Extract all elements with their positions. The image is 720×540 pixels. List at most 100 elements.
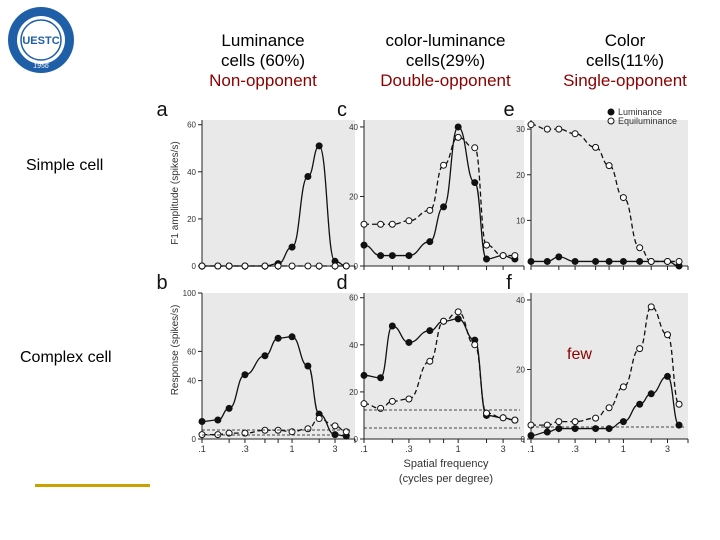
panel-bg-f [531,293,688,439]
annotation-few: few [567,346,592,363]
data-point-b-open [304,425,312,433]
data-point-c-open [360,220,368,228]
data-point-e-filled [592,257,600,265]
data-point-c-open [440,161,448,169]
data-point-b-filled [214,416,222,424]
data-point-f-filled [571,425,579,433]
data-point-e-open [647,257,655,265]
data-point-c-open [405,217,413,225]
data-point-d-filled [377,374,385,382]
data-point-e-filled [543,257,551,265]
x-tick-label-f: 3 [665,444,670,454]
x-axis-label-line2: (cycles per degree) [399,473,493,485]
header-color-luminance-line1: color-luminance [385,31,506,50]
y-tick-label-a: 20 [187,215,196,224]
data-point-e-open [592,143,600,151]
header-color-line1: Color [604,31,646,50]
data-point-e-filled [619,257,627,265]
data-point-f-open [663,331,671,339]
data-point-d-filled [360,371,368,379]
panel-letter-b: b [156,272,167,294]
data-point-c-open [511,252,519,260]
data-point-a-open [214,262,222,270]
legend-label-filled: Luminance [618,107,662,117]
y-tick-label-f: 0 [521,435,526,444]
data-point-c-filled [405,252,413,260]
header-color: Color cells(11%) Single-opponent [550,31,700,91]
data-point-e-filled [605,257,613,265]
y-tick-label-e: 30 [516,125,525,134]
panel-letter-e: e [503,99,514,121]
row-label-complex: Complex cell [20,349,112,366]
panel-letter-c: c [337,99,347,121]
panel-bg-d [364,293,524,439]
data-point-a-filled [304,173,312,181]
data-point-d-filled [454,315,462,323]
data-point-a-filled [288,243,296,251]
y-tick-label-b: 40 [187,377,196,386]
data-point-f-filled [555,425,563,433]
logo-text: UESTC [22,35,59,47]
data-point-b-open [315,415,323,423]
data-point-a-open [261,262,269,270]
y-tick-label-c: 0 [354,262,359,271]
data-point-d-filled [426,327,434,335]
data-point-c-open [454,133,462,141]
y-tick-label-a: 0 [192,262,197,271]
series-line-e-open [530,123,680,263]
header-color-luminance: color-luminance cells(29%) Double-oppone… [363,31,528,91]
data-point-c-open [471,144,479,152]
data-point-d-filled [388,322,396,330]
data-point-a-open [274,262,282,270]
y-tick-label-c: 40 [349,123,358,132]
data-point-d-open [426,357,434,365]
data-point-a-open [342,262,350,270]
data-point-f-filled [675,421,683,429]
y-tick-label-d: 60 [349,294,358,303]
data-point-d-open [405,395,413,403]
panel-bg-b [202,293,355,439]
data-point-b-filled [241,371,249,379]
header-luminance: Luminance cells (60%) Non-opponent [198,31,328,91]
data-point-c-open [388,220,396,228]
logo-year: 1956 [33,63,49,70]
panel-bg-a [202,120,355,266]
panel-letter-d: d [336,272,347,294]
data-point-f-filled [543,428,551,436]
data-point-f-open [636,345,644,353]
data-point-a-open [225,262,233,270]
x-tick-label-b: .1 [198,444,206,454]
data-point-d-open [511,416,519,424]
data-point-e-open [571,130,579,138]
data-point-a-open [304,262,312,270]
data-point-d-open [483,409,491,417]
data-point-f-open [571,418,579,426]
y-tick-label-f: 40 [516,296,525,305]
x-tick-label-d: 1 [456,444,461,454]
y-axis-label-bottom: Response (spikes/s) [170,305,181,396]
data-point-f-open [527,421,535,429]
data-point-b-filled [198,417,206,425]
data-point-c-filled [426,238,434,246]
y-tick-label-b: 0 [192,435,197,444]
data-point-b-filled [304,362,312,370]
y-tick-label-e: 10 [516,216,525,225]
data-point-d-open [360,400,368,408]
data-point-e-open [619,194,627,202]
data-point-f-open [555,418,563,426]
y-tick-label-a: 40 [187,168,196,177]
header-color-luminance-line3: Double-opponent [380,71,511,90]
data-point-e-filled [571,257,579,265]
data-point-a-filled [315,142,323,150]
data-point-f-filled [663,372,671,380]
panel-bg-c [364,120,524,266]
y-tick-label-c: 20 [349,192,358,201]
header-color-luminance-line2: cells(29%) [405,51,486,70]
data-point-d-open [471,341,479,349]
data-point-f-open [647,303,655,311]
data-point-c-open [426,206,434,214]
data-point-f-open [619,383,627,391]
data-point-f-filled [619,418,627,426]
data-point-e-filled [527,257,535,265]
x-tick-label-b: 3 [333,444,338,454]
